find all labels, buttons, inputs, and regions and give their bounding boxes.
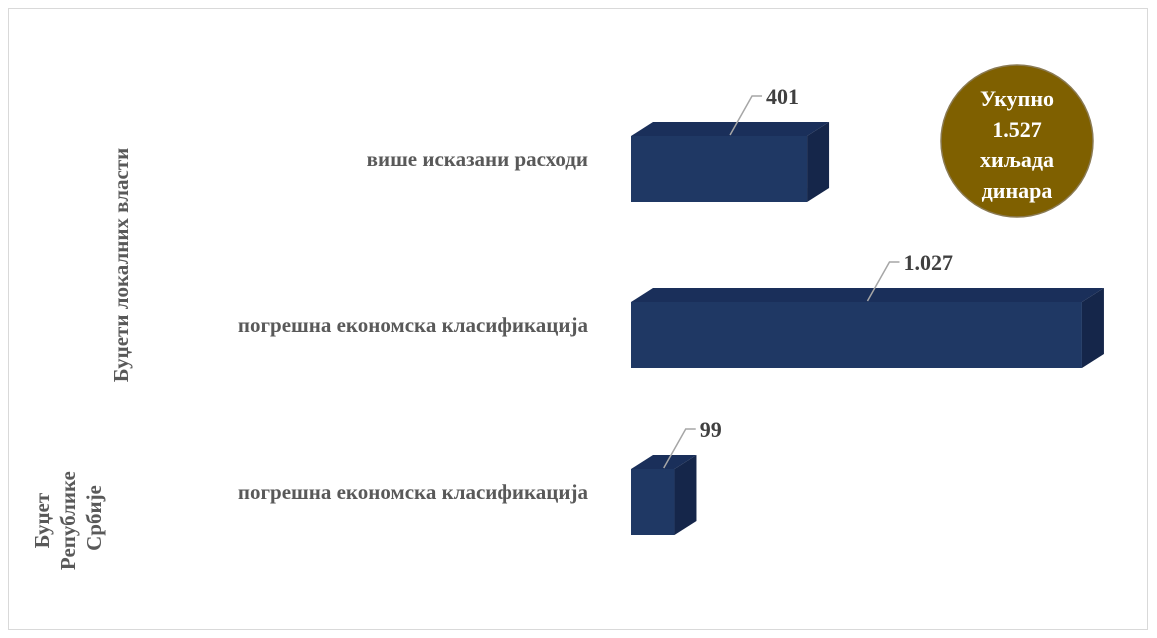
- category-label: погрешна економска класификација: [238, 480, 589, 504]
- group-label-local-budgets: Буџети локалних власти: [109, 148, 133, 383]
- data-label: 1.027: [903, 250, 953, 275]
- bar-front-face: [631, 302, 1082, 368]
- bar-front-face: [631, 469, 675, 535]
- bar: [631, 455, 697, 535]
- data-label: 401: [766, 84, 799, 109]
- total-badge-line: динара: [982, 178, 1053, 203]
- bar-front-face: [631, 136, 808, 202]
- total-badge-line: хиљада: [980, 147, 1054, 172]
- bar-top-face: [631, 288, 1104, 302]
- group-label-line: Србије: [82, 485, 106, 551]
- total-badge: Укупно 1.527 хиљада динара: [940, 64, 1094, 218]
- bars-layer: [631, 95, 1104, 535]
- leader-line: [729, 95, 763, 136]
- labels-layer: више исказани расходи погрешна економска…: [30, 84, 953, 570]
- category-label: више исказани расходи: [367, 147, 588, 171]
- group-label-line: Републике: [56, 471, 80, 570]
- bar-top-face: [631, 455, 697, 469]
- group-label-republic-budget: Буџет Републике Србије: [30, 466, 106, 570]
- bar-side-face: [674, 455, 697, 535]
- total-badge-line: 1.527: [992, 117, 1042, 142]
- leader-line: [663, 428, 696, 469]
- bar-side-face: [1081, 288, 1104, 368]
- bar-top-face: [631, 122, 830, 136]
- bar: [631, 122, 830, 202]
- bar-side-face: [807, 122, 830, 202]
- data-label: 99: [700, 417, 722, 442]
- category-label: погрешна економска класификација: [238, 313, 589, 337]
- total-badge-line: Укупно: [980, 86, 1054, 111]
- leader-line: [866, 261, 900, 302]
- bar: [631, 288, 1104, 368]
- total-badge-circle: [940, 64, 1094, 218]
- group-label-line: Буџет: [30, 492, 54, 548]
